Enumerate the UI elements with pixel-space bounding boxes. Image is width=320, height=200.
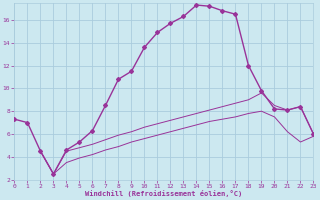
X-axis label: Windchill (Refroidissement éolien,°C): Windchill (Refroidissement éolien,°C) bbox=[85, 190, 243, 197]
